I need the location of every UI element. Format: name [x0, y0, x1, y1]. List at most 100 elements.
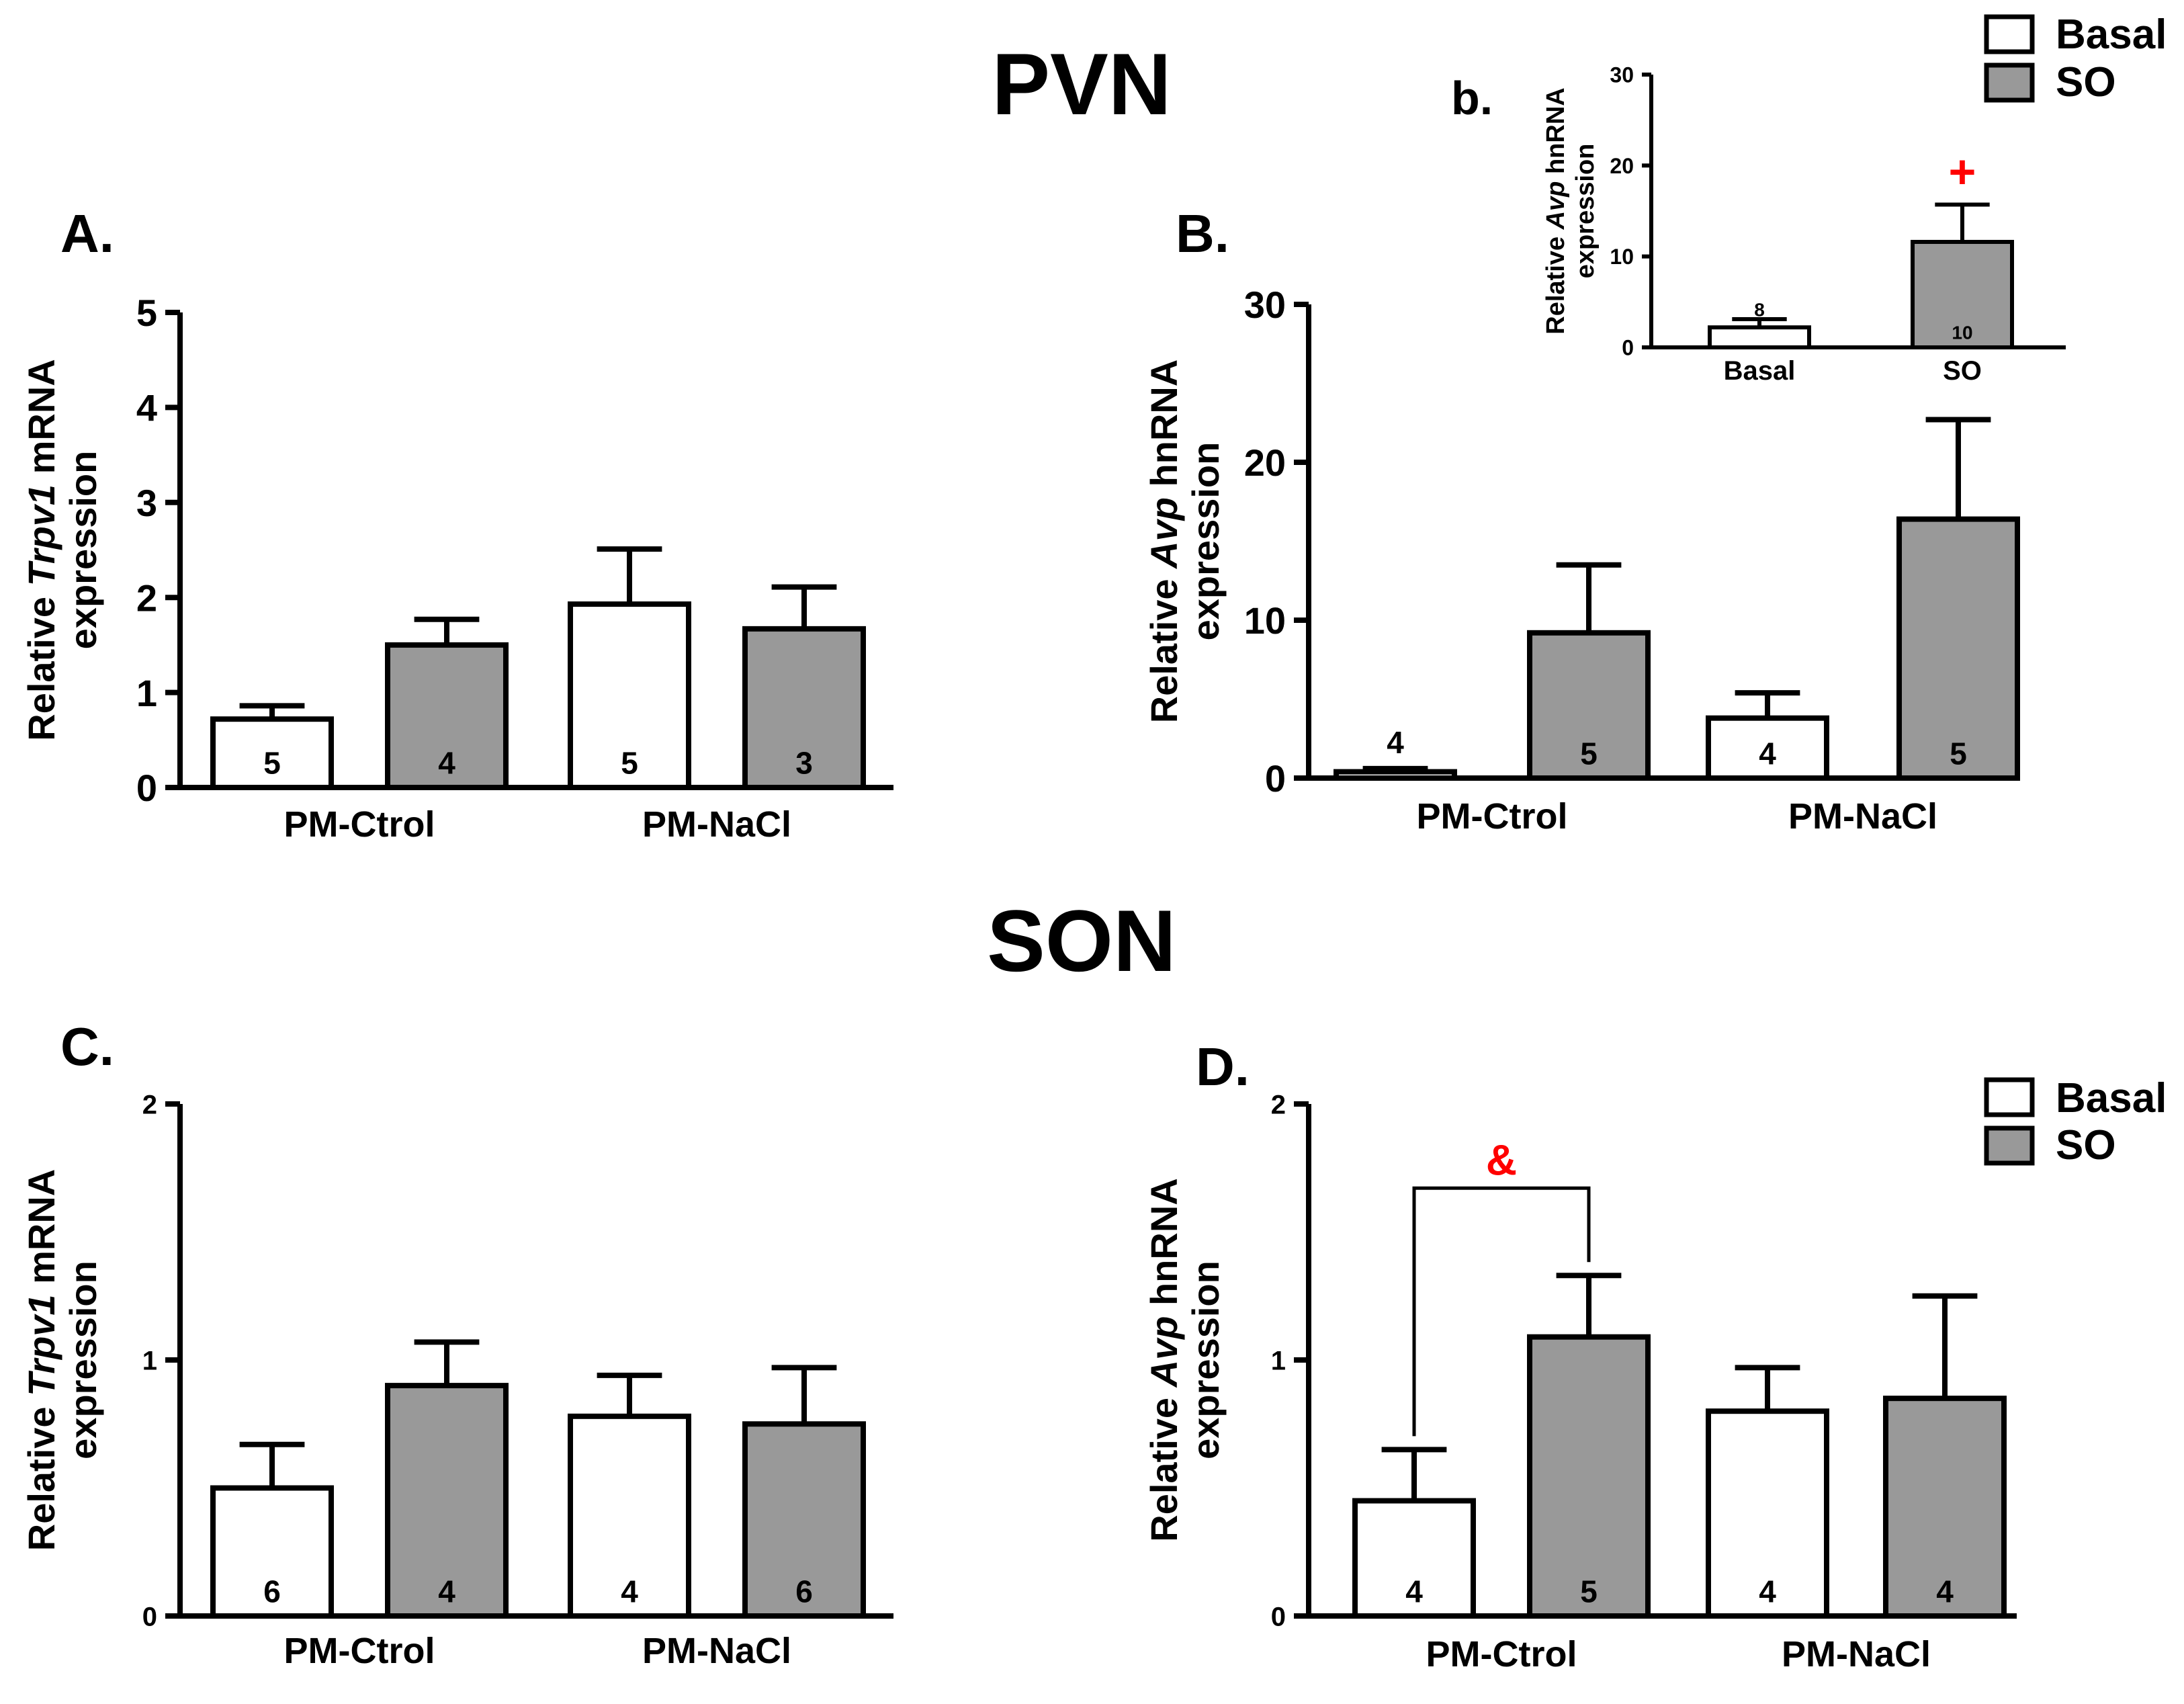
panel-label: b. [1451, 72, 1493, 124]
y-axis-label-line2: expression [1184, 1261, 1227, 1459]
basal-1-bar [1706, 1408, 1829, 1619]
panel-label: D. [1196, 1037, 1250, 1097]
so-0-bar [385, 1383, 509, 1619]
son-title: SON [987, 892, 1176, 990]
panel-label: A. [60, 204, 114, 263]
y-tick-label: 3 [136, 482, 157, 524]
basal-0-bar [1334, 769, 1457, 781]
basal-1-n-label: 5 [621, 745, 638, 780]
y-tick-label: 1 [142, 1346, 157, 1375]
y-tick-label: 0 [136, 767, 157, 809]
legend-top-so-swatch [1984, 62, 2035, 103]
basal-1-bar [568, 1413, 691, 1619]
y-axis-label: Relative Avp hnRNA [1542, 87, 1570, 334]
so-1-n-label: 5 [1950, 736, 1967, 771]
bar-0-n-label: 8 [1754, 299, 1765, 320]
x-category-label: PM-NaCl [642, 804, 791, 845]
basal-1-bar [568, 601, 691, 791]
y-axis-label-line2: expression [62, 1261, 104, 1459]
panel-label: C. [60, 1017, 114, 1076]
so-1-bar [742, 1421, 866, 1619]
basal-0-n-label: 4 [1405, 1574, 1423, 1609]
basal-1-bar [1706, 715, 1829, 781]
bar-0-bar [1708, 325, 1811, 349]
so-0-n-label: 4 [438, 1574, 455, 1609]
y-tick-label: 30 [1244, 284, 1286, 326]
so-1-n-label: 3 [795, 745, 813, 780]
y-axis-label: Relative Trpv1 mRNA [20, 359, 62, 741]
so-1-n-label: 4 [1936, 1574, 1954, 1609]
y-tick-label: 10 [1610, 245, 1634, 269]
x-category-label: PM-Ctrol [1426, 1634, 1577, 1674]
x-category-label: PM-NaCl [1782, 1634, 1931, 1674]
y-axis-label-line2: expression [1184, 442, 1227, 641]
basal-1-n-label: 4 [1759, 1574, 1776, 1609]
so-0-n-label: 5 [1580, 1574, 1598, 1609]
legend-bottom-basal-swatch [1984, 1077, 2035, 1117]
x-category-label: PM-Ctrol [1417, 796, 1568, 837]
basal-0-bar [1352, 1498, 1476, 1619]
bar-1-n-label: 10 [1952, 322, 1972, 343]
x-category-label: PM-Ctrol [284, 1631, 435, 1671]
basal-0-n-label: 4 [1387, 725, 1404, 760]
y-axis-label: Relative Avp hnRNA [1143, 1178, 1185, 1541]
legend-top-basal-swatch [1984, 14, 2035, 54]
basal-1-n-label: 4 [621, 1574, 638, 1609]
x-category-label: PM-NaCl [642, 1631, 791, 1671]
y-tick-label: 2 [142, 1090, 157, 1119]
y-axis-label: Relative Trpv1 mRNA [20, 1169, 62, 1551]
legend-bottom: Basal SO [1984, 1075, 2167, 1168]
y-tick-label: 4 [136, 387, 157, 429]
basal-0-bar [210, 716, 334, 791]
y-tick-label: 0 [1265, 757, 1286, 800]
y-tick-label: 2 [136, 577, 157, 619]
y-tick-label: 20 [1244, 441, 1286, 484]
y-axis-label-line2: expression [1571, 144, 1600, 279]
legend-top-basal-label: Basal [2056, 11, 2167, 58]
so-1-bar [742, 626, 866, 790]
y-tick-label: 20 [1610, 154, 1634, 178]
so-0-bar [385, 642, 509, 791]
significance-plus: + [1949, 146, 1976, 198]
y-axis-label-line2: expression [62, 451, 104, 650]
basal-0-n-label: 6 [263, 1574, 281, 1609]
x-category-label: Basal [1724, 356, 1796, 386]
so-0-bar [1527, 630, 1651, 781]
y-axis-label: Relative Avp hnRNA [1143, 359, 1185, 723]
bar-1-bar [1911, 240, 2014, 349]
legend-top: Basal SO [1984, 11, 2167, 105]
significance-bracket [1412, 1186, 1591, 1437]
y-tick-label: 0 [142, 1602, 157, 1631]
y-tick-label: 30 [1610, 63, 1634, 87]
so-0-n-label: 4 [438, 745, 455, 780]
y-tick-label: 0 [1271, 1602, 1286, 1631]
x-category-label: PM-NaCl [1788, 796, 1937, 837]
y-tick-label: 5 [136, 292, 157, 334]
legend-bottom-so-label: SO [2056, 1122, 2116, 1168]
y-tick-label: 1 [136, 672, 157, 714]
panel-label: B. [1176, 204, 1229, 263]
x-category-label: SO [1943, 356, 1982, 386]
legend-bottom-basal-label: Basal [2056, 1075, 2167, 1121]
basal-1-n-label: 4 [1759, 736, 1776, 771]
basal-0-n-label: 5 [263, 745, 281, 780]
y-tick-label: 10 [1244, 599, 1286, 642]
so-1-bar [1883, 1396, 2007, 1619]
so-1-n-label: 6 [795, 1574, 813, 1609]
y-tick-label: 1 [1271, 1346, 1286, 1375]
y-tick-label: 2 [1271, 1090, 1286, 1119]
legend-bottom-so-swatch [1984, 1125, 2035, 1166]
pvn-title: PVN [992, 35, 1171, 133]
basal-0-bar [210, 1485, 334, 1619]
x-category-label: PM-Ctrol [284, 804, 435, 845]
so-0-n-label: 5 [1580, 736, 1598, 771]
y-tick-label: 0 [1622, 336, 1634, 360]
so-1-bar [1896, 516, 2020, 781]
significance-ampersand: & [1486, 1136, 1517, 1184]
